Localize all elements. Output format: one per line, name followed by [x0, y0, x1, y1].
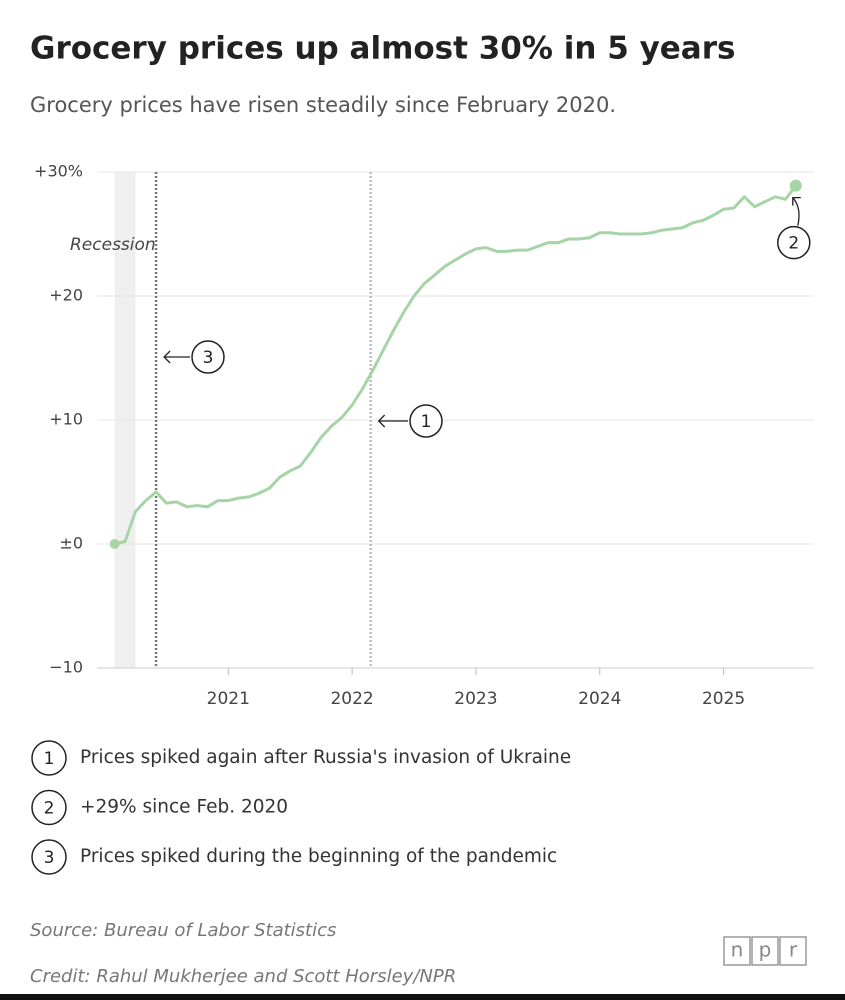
annotation-bubble — [409, 404, 443, 438]
bottom-bar — [0, 994, 845, 1000]
source: Source: Bureau of Labor Statistics — [30, 920, 336, 941]
key-bubble-label: 3 — [44, 848, 55, 868]
key-bubble-label: 1 — [44, 749, 55, 769]
annotation-arrow — [377, 414, 408, 428]
key-text: Prices spiked during the beginning of th… — [80, 846, 557, 867]
key-bubble — [31, 789, 67, 826]
key-text: +29% since Feb. 2020 — [80, 797, 288, 818]
chart-title: Grocery prices up almost 30% in 5 years — [30, 31, 735, 67]
annotation-bubble-label: 1 — [421, 412, 432, 432]
y-tick-label: ±0 — [59, 534, 83, 553]
key-bubble — [31, 839, 67, 875]
price-line — [114, 184, 797, 546]
y-tick-label: +20 — [49, 286, 83, 305]
annotation-arrow — [163, 350, 190, 364]
x-tick-label: 2024 — [578, 689, 621, 709]
key-text: Prices spiked again after Russia's invas… — [80, 747, 571, 768]
annotation-bubble — [191, 340, 225, 374]
y-tick-label: +10 — [49, 410, 83, 429]
y-tick-label: +30% — [34, 162, 83, 181]
logo-box — [751, 936, 779, 966]
key-bubble-label: 2 — [44, 799, 55, 819]
credit: Credit: Rahul Mukherjee and Scott Horsle… — [30, 966, 456, 987]
recession-label: Recession — [70, 235, 156, 255]
annotation-bubble-label: 2 — [788, 234, 799, 254]
logo-box — [779, 936, 807, 966]
x-tick-label: 2025 — [702, 689, 745, 709]
end-dot — [789, 179, 802, 192]
chart-subtitle: Grocery prices have risen steadily since… — [30, 93, 616, 117]
y-tick-label: −10 — [49, 658, 83, 677]
logo-letter: n — [731, 938, 744, 962]
annotation-arrow — [792, 196, 801, 226]
x-tick-label: 2022 — [330, 689, 373, 709]
x-tick-label: 2021 — [207, 689, 250, 709]
annotation-bubble-label: 3 — [203, 348, 214, 368]
x-tick-label: 2023 — [454, 689, 497, 709]
key-bubble — [31, 740, 67, 776]
start-dot — [109, 539, 120, 549]
logo-letter: r — [789, 938, 798, 962]
logo-letter: p — [759, 938, 772, 962]
annotation-bubble — [777, 225, 811, 260]
logo-box — [723, 936, 751, 966]
